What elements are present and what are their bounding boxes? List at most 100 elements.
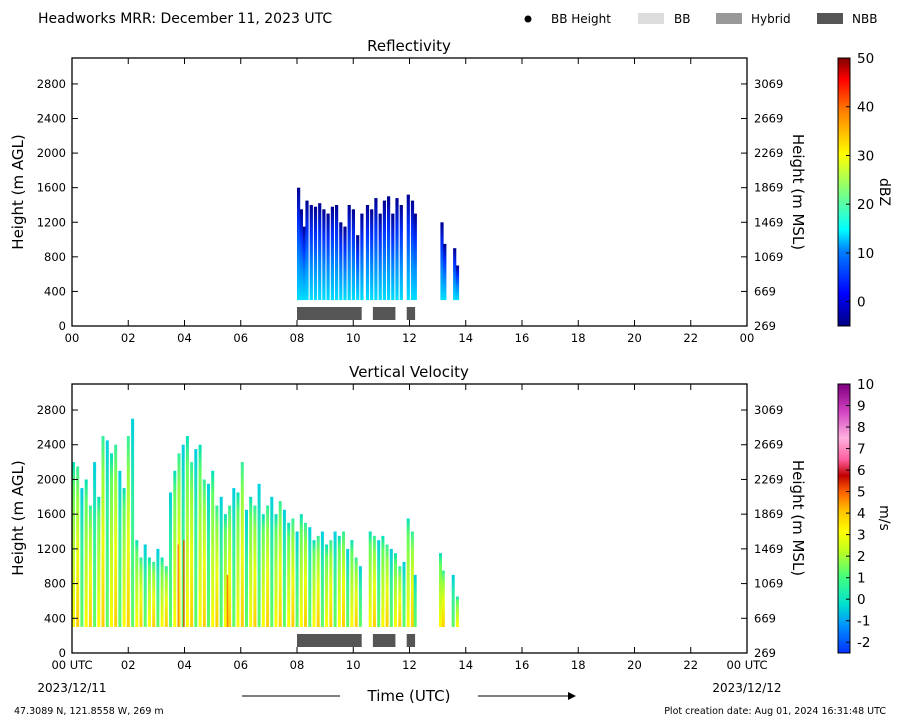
- reflectivity-xtick-label: 18: [571, 331, 586, 345]
- velocity-ytick-label-right: 2269: [754, 472, 783, 486]
- velocity-nbb-segment: [297, 634, 362, 647]
- legend-bb-height-label: BB Height: [551, 12, 611, 26]
- reflectivity-ytick-label-left: 2000: [37, 146, 66, 160]
- velocity-xtick-label: 00 UTC: [51, 658, 92, 672]
- velocity-ytick-label-left: 800: [44, 577, 66, 591]
- reflectivity-colorbar-tick-label: 20: [857, 197, 874, 213]
- velocity-echo-column: [101, 436, 105, 627]
- velocity-echo-column: [198, 444, 202, 627]
- velocity-xlabel: Time (UTC): [367, 687, 451, 705]
- velocity-echo-column: [253, 505, 257, 627]
- reflectivity-echo-column: [453, 248, 457, 301]
- reflectivity-ytick-label-right: 2269: [754, 146, 783, 160]
- reflectivity-echo-column: [365, 205, 370, 301]
- reflectivity-colorbar-tick-label: 30: [857, 148, 874, 164]
- velocity-echo-column: [181, 444, 185, 627]
- velocity-plot-area: [72, 418, 459, 647]
- velocity-ytick-label-left: 2800: [37, 403, 66, 417]
- velocity-echo-column: [368, 531, 372, 627]
- velocity-echo-column: [249, 496, 253, 627]
- velocity-ytick-label-left: 2400: [37, 438, 66, 452]
- x-date-right: 2023/12/12: [712, 681, 781, 695]
- velocity-colorbar-tick-label: -1: [857, 614, 870, 630]
- reflectivity-echo-column: [374, 198, 378, 301]
- velocity-echo-column: [282, 509, 286, 627]
- reflectivity-nbb-segment: [297, 307, 362, 320]
- legend-bb-height-marker: [524, 15, 532, 23]
- reflectivity-echo-column: [395, 198, 399, 301]
- velocity-echo-column: [287, 522, 291, 627]
- reflectivity-echo-column: [440, 222, 444, 301]
- velocity-ytick-label-right: 269: [754, 646, 776, 660]
- velocity-echo-column: [223, 514, 227, 627]
- velocity-echo-column: [126, 436, 130, 627]
- velocity-xtick-label: 02: [121, 658, 136, 672]
- velocity-echo-column: [381, 535, 385, 627]
- reflectivity-ytick-label-left: 400: [44, 284, 66, 298]
- reflectivity-echo-column: [318, 203, 322, 300]
- velocity-colorbar-label: m/s: [876, 505, 892, 531]
- reflectivity-ytick-label-right: 1469: [754, 215, 783, 229]
- velocity-xtick-label: 10: [346, 658, 361, 672]
- velocity-echo-column: [333, 531, 337, 627]
- page-title: Headworks MRR: December 11, 2023 UTC: [38, 11, 332, 27]
- velocity-ytick-label-right: 669: [754, 611, 776, 625]
- velocity-echo-column: [320, 531, 324, 627]
- reflectivity-title: Reflectivity: [367, 37, 451, 55]
- reflectivity-echo-column: [356, 235, 360, 300]
- velocity-ytick-label-right: 1869: [754, 507, 783, 521]
- velocity-ytick-label-right: 1469: [754, 542, 783, 556]
- velocity-echo-column: [194, 449, 198, 627]
- legend-nbb-swatch: [817, 13, 843, 24]
- velocity-colorbar-tick-label: 2: [857, 549, 866, 565]
- velocity-ylabel-right: Height (m MSL): [789, 460, 807, 576]
- velocity-echo-column: [329, 540, 333, 627]
- reflectivity-colorbar-tick-label: 40: [857, 100, 874, 116]
- velocity-updraft-streak: [183, 540, 185, 627]
- reflectivity-ytick-label-left: 800: [44, 250, 66, 264]
- velocity-updraft-streak: [226, 574, 229, 627]
- velocity-xtick-label: 14: [458, 658, 473, 672]
- footer-creation-date: Plot creation date: Aug 01, 2024 16:31:4…: [664, 706, 886, 717]
- velocity-echo-column: [350, 540, 354, 627]
- velocity-xtick-label: 20: [627, 658, 642, 672]
- velocity-echo-column: [410, 531, 414, 627]
- velocity-colorbar-tick-label: 8: [857, 420, 866, 436]
- velocity-colorbar-tick-label: 1: [857, 571, 866, 587]
- reflectivity-echo-column: [360, 213, 364, 301]
- velocity-colorbar: [837, 383, 851, 654]
- reflectivity-xtick-label: 20: [627, 331, 642, 345]
- reflectivity-colorbar: [837, 57, 851, 327]
- velocity-echo-column: [143, 544, 147, 627]
- velocity-xtick-label: 06: [233, 658, 248, 672]
- reflectivity-echo-column: [413, 213, 417, 301]
- velocity-colorbar-tick-label: 10: [857, 377, 874, 393]
- velocity-ylabel-left: Height (m AGL): [9, 460, 27, 575]
- velocity-echo-column: [164, 566, 168, 627]
- legend-bb-label: BB: [674, 12, 690, 26]
- velocity-echo-column: [160, 557, 164, 627]
- velocity-echo-column: [406, 518, 410, 627]
- velocity-xtick-label: 22: [683, 658, 698, 672]
- velocity-xtick-label: 00 UTC: [726, 658, 767, 672]
- reflectivity-xtick-label: 00: [65, 331, 80, 345]
- reflectivity-ytick-label-right: 1869: [754, 181, 783, 195]
- velocity-colorbar-tick-label: 9: [857, 399, 866, 415]
- reflectivity-echo-column: [370, 209, 374, 301]
- reflectivity-xtick-label: 06: [233, 331, 248, 345]
- reflectivity-plot-area: [297, 187, 460, 320]
- velocity-colorbar-tick-label: 6: [857, 463, 866, 479]
- reflectivity-echo-column: [351, 209, 355, 301]
- reflectivity-colorbar-tick-label: 50: [857, 51, 874, 67]
- velocity-ytick-label-left: 400: [44, 611, 66, 625]
- velocity-echo-column: [337, 535, 341, 627]
- reflectivity-xtick-label: 04: [177, 331, 192, 345]
- velocity-colorbar-tick-label: 5: [857, 485, 866, 501]
- reflectivity-echo-column: [330, 206, 334, 301]
- velocity-xtick-label: 12: [402, 658, 417, 672]
- velocity-echo-column: [156, 548, 160, 627]
- legend-nbb-label: NBB: [852, 12, 877, 26]
- velocity-echo-column: [139, 557, 143, 627]
- velocity-echo-column: [72, 462, 75, 627]
